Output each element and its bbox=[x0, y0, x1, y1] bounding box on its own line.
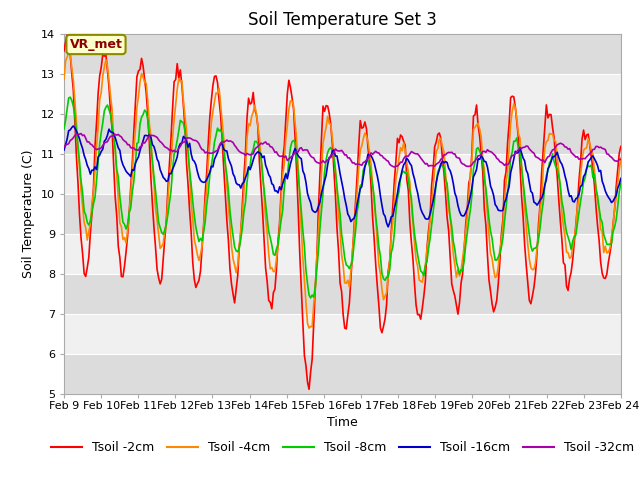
Line: Tsoil -32cm: Tsoil -32cm bbox=[64, 133, 621, 167]
Tsoil -4cm bbox=[617, 156, 625, 161]
Tsoil -4cm bbox=[307, 324, 314, 329]
Tsoil -2cm bbox=[307, 369, 314, 375]
Tsoil -8cm bbox=[60, 126, 68, 132]
Bar bbox=[64, 354, 621, 394]
Tsoil -4cm bbox=[228, 243, 236, 249]
Tsoil -4cm bbox=[589, 151, 596, 157]
Tsoil -16cm bbox=[589, 153, 596, 159]
Tsoil -16cm bbox=[384, 224, 392, 230]
Tsoil -32cm bbox=[77, 131, 85, 136]
Bar bbox=[64, 274, 621, 313]
Tsoil -8cm bbox=[305, 292, 313, 298]
Tsoil -4cm bbox=[246, 123, 254, 129]
Tsoil -16cm bbox=[305, 196, 313, 202]
X-axis label: Time: Time bbox=[327, 416, 358, 429]
Tsoil -4cm bbox=[305, 325, 313, 331]
Tsoil -8cm bbox=[246, 163, 254, 168]
Tsoil -4cm bbox=[65, 49, 72, 55]
Tsoil -16cm bbox=[70, 123, 77, 129]
Line: Tsoil -2cm: Tsoil -2cm bbox=[64, 35, 621, 389]
Bar bbox=[64, 73, 621, 114]
Bar bbox=[64, 154, 621, 193]
Line: Tsoil -8cm: Tsoil -8cm bbox=[64, 97, 621, 298]
Line: Tsoil -16cm: Tsoil -16cm bbox=[64, 126, 621, 227]
Tsoil -16cm bbox=[255, 150, 263, 156]
Tsoil -32cm bbox=[390, 164, 398, 170]
Tsoil -16cm bbox=[246, 167, 254, 172]
Tsoil -8cm bbox=[130, 179, 138, 184]
Tsoil -2cm bbox=[589, 165, 596, 171]
Title: Soil Temperature Set 3: Soil Temperature Set 3 bbox=[248, 11, 437, 29]
Line: Tsoil -4cm: Tsoil -4cm bbox=[64, 52, 621, 328]
Tsoil -4cm bbox=[60, 76, 68, 82]
Bar bbox=[64, 114, 621, 154]
Tsoil -2cm bbox=[130, 130, 138, 135]
Tsoil -32cm bbox=[246, 152, 254, 158]
Tsoil -4cm bbox=[255, 135, 263, 141]
Tsoil -2cm bbox=[305, 386, 313, 392]
Bar bbox=[64, 34, 621, 73]
Tsoil -2cm bbox=[60, 48, 68, 54]
Tsoil -8cm bbox=[589, 175, 596, 180]
Bar bbox=[64, 193, 621, 234]
Y-axis label: Soil Temperature (C): Soil Temperature (C) bbox=[22, 149, 35, 278]
Text: VR_met: VR_met bbox=[70, 38, 122, 51]
Tsoil -8cm bbox=[255, 148, 263, 154]
Tsoil -8cm bbox=[307, 295, 314, 301]
Tsoil -4cm bbox=[130, 146, 138, 152]
Tsoil -2cm bbox=[617, 144, 625, 149]
Tsoil -8cm bbox=[67, 94, 74, 100]
Tsoil -2cm bbox=[255, 159, 263, 165]
Legend: Tsoil -2cm, Tsoil -4cm, Tsoil -8cm, Tsoil -16cm, Tsoil -32cm: Tsoil -2cm, Tsoil -4cm, Tsoil -8cm, Tsoi… bbox=[45, 436, 639, 459]
Tsoil -32cm bbox=[130, 145, 138, 151]
Tsoil -32cm bbox=[60, 144, 68, 150]
Tsoil -16cm bbox=[617, 176, 625, 181]
Tsoil -32cm bbox=[305, 151, 313, 156]
Tsoil -16cm bbox=[60, 147, 68, 153]
Tsoil -32cm bbox=[255, 142, 263, 148]
Bar bbox=[64, 234, 621, 274]
Tsoil -32cm bbox=[228, 139, 236, 144]
Tsoil -8cm bbox=[617, 181, 625, 187]
Tsoil -16cm bbox=[130, 168, 138, 173]
Tsoil -2cm bbox=[63, 32, 71, 38]
Tsoil -2cm bbox=[228, 281, 236, 287]
Tsoil -2cm bbox=[246, 101, 254, 107]
Bar bbox=[64, 313, 621, 354]
Tsoil -32cm bbox=[589, 146, 596, 152]
Tsoil -32cm bbox=[617, 156, 625, 162]
Tsoil -8cm bbox=[228, 222, 236, 228]
Tsoil -16cm bbox=[228, 163, 236, 169]
